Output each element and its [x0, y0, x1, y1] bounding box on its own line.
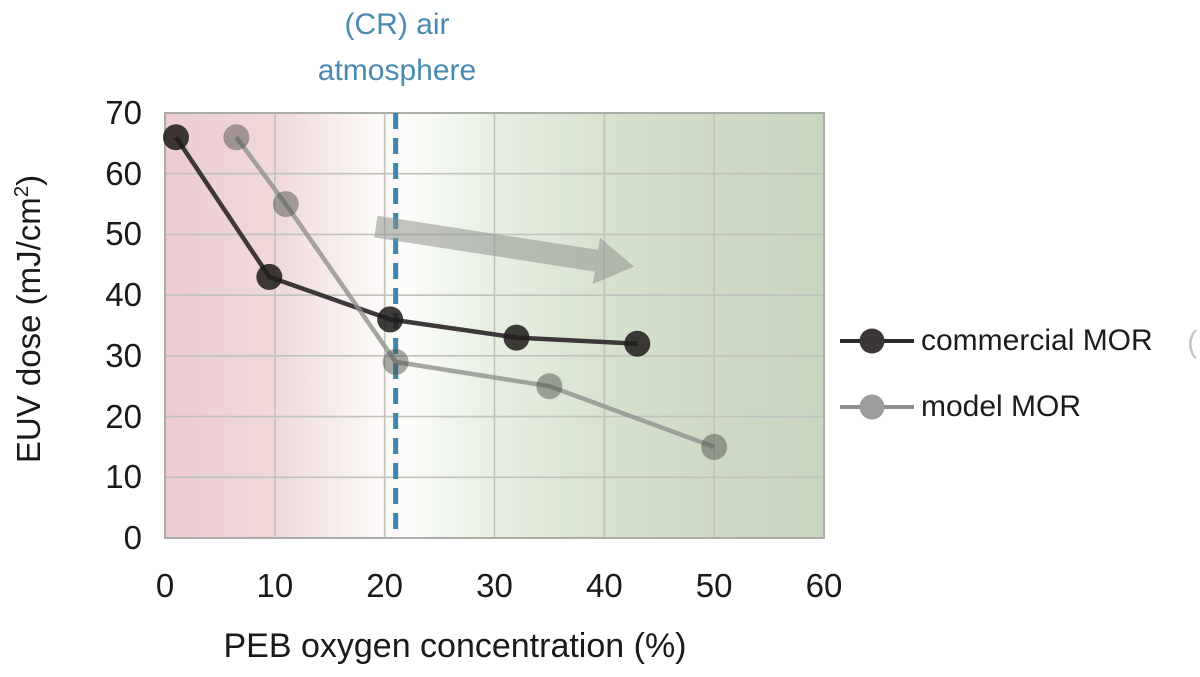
x-tick-label: 30: [476, 567, 513, 604]
y-tick-label: 50: [105, 215, 142, 253]
y-tick-label: 30: [105, 336, 142, 374]
x-tick-label: 40: [585, 567, 623, 604]
y-tick-label: 10: [105, 458, 142, 496]
y-axis-title-text: EUV dose (mJ/cm: [10, 197, 47, 464]
annotation-line2: atmosphere: [317, 54, 477, 87]
legend-label-model: model MOR: [921, 390, 1082, 423]
x-tick-label: 60: [805, 567, 843, 604]
legend-label-commercial: commercial MOR: [921, 324, 1153, 357]
x-tick-label: 10: [256, 567, 294, 604]
y-tick-label: 0: [123, 519, 142, 556]
y-axis-title-close: ): [10, 174, 47, 186]
reference-line-annotation: (CR) air atmosphere: [197, 2, 597, 94]
y-axis-title: EUV dose (mJ/cm2): [0, 99, 47, 539]
y-tick-label: 70: [105, 94, 142, 131]
y-axis-title-superscript: 2: [10, 185, 33, 198]
legend-marker-model-icon: [840, 394, 914, 420]
x-tick-label: 50: [695, 567, 733, 604]
legend-marker-commercial-icon: [840, 328, 914, 354]
y-tick-label: 20: [105, 397, 142, 435]
annotation-line1: (CR) air: [344, 8, 450, 41]
legend-item-commercial-mor: commercial MOR: [838, 323, 1153, 359]
x-tick-label: 0: [155, 567, 175, 604]
clipped-glyph: (: [1187, 324, 1198, 359]
y-tick-label: 60: [105, 154, 142, 192]
x-tick-label: 20: [366, 567, 404, 604]
legend-item-model-mor: model MOR: [838, 389, 1153, 425]
legend: commercial MOR model MOR: [838, 323, 1153, 425]
y-tick-label: 40: [105, 276, 142, 314]
x-axis-title: PEB oxygen concentration (%): [223, 627, 687, 665]
